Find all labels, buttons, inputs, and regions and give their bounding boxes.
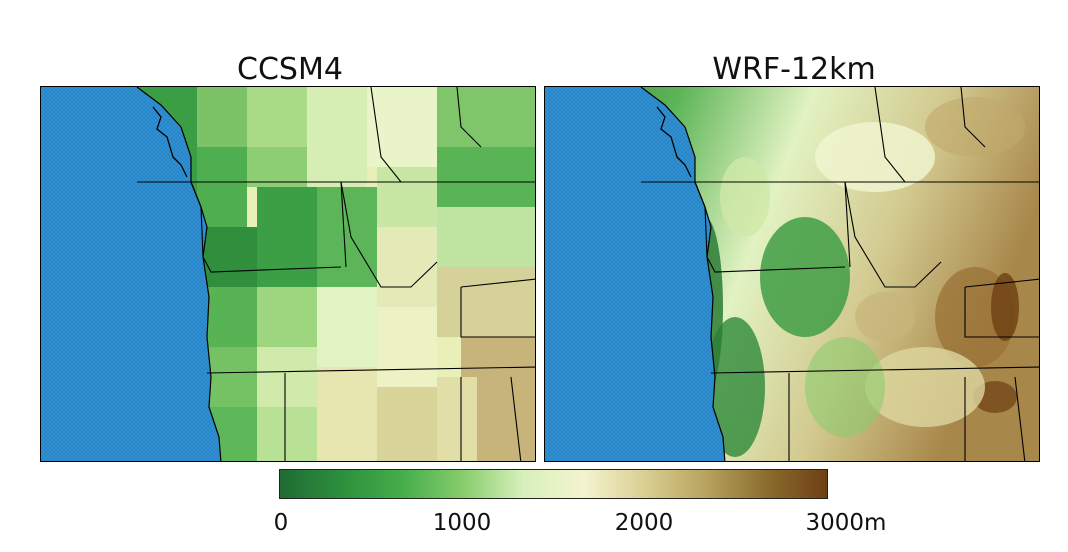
map-wrf-canvas bbox=[545, 87, 1039, 461]
elevation-colorbar bbox=[279, 469, 828, 499]
map-ccsm4 bbox=[40, 86, 536, 462]
panel-title-ccsm4: CCSM4 bbox=[237, 52, 343, 87]
panel-title-wrf: WRF-12km bbox=[712, 52, 876, 87]
coastline-ccsm4 bbox=[136, 87, 222, 461]
borders-ccsm4 bbox=[137, 87, 535, 461]
map-wrf bbox=[544, 86, 1040, 462]
coastline-wrf bbox=[640, 87, 726, 461]
colorbar-tick-3000: 3000m bbox=[805, 510, 887, 536]
island-outline bbox=[656, 106, 692, 178]
terrain-ccsm4 bbox=[137, 87, 535, 461]
colorbar-tick-1000: 1000 bbox=[432, 510, 492, 536]
island-outline bbox=[152, 106, 188, 178]
colorbar-tick-2000: 2000 bbox=[614, 510, 674, 536]
colorbar-tick-0: 0 bbox=[273, 510, 289, 536]
map-ccsm4-canvas bbox=[41, 87, 535, 461]
